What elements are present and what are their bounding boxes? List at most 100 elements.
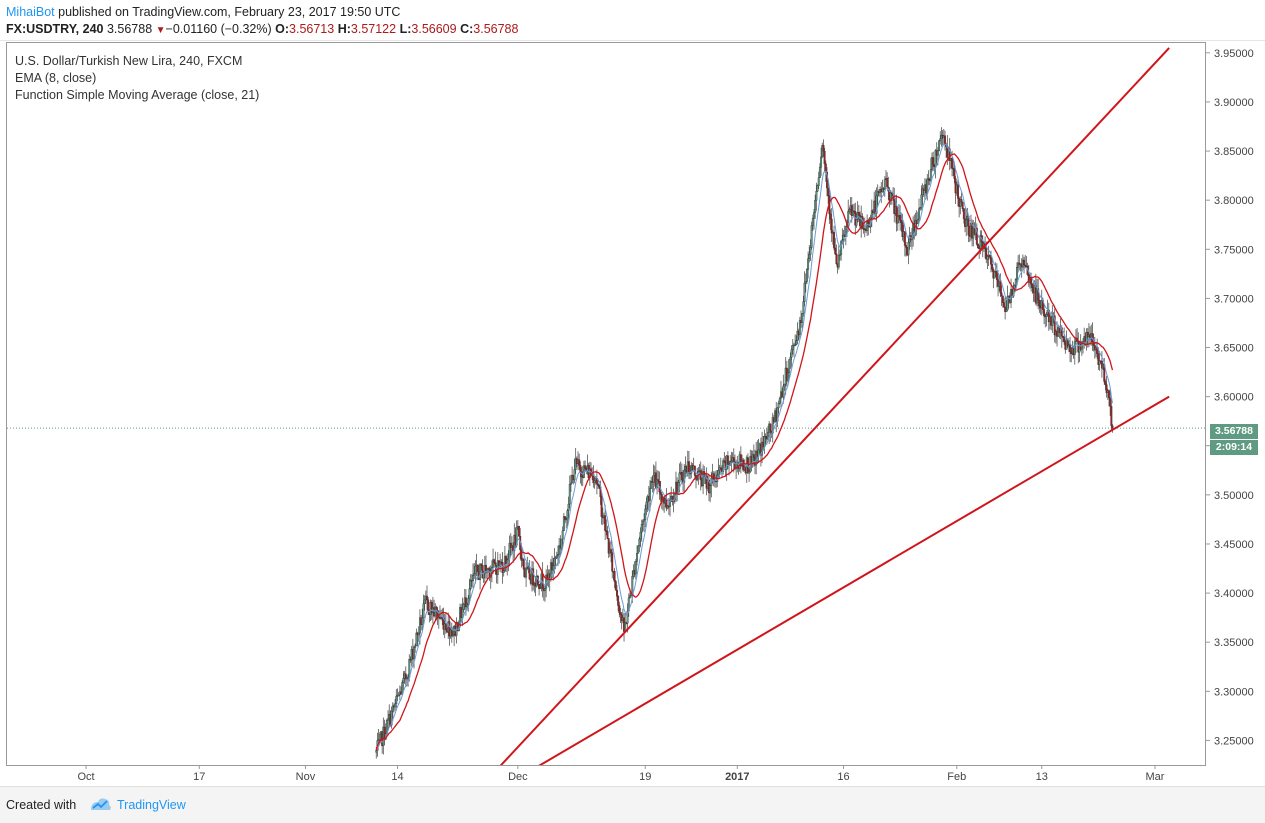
candle-up	[841, 239, 844, 242]
candle-up	[526, 567, 529, 570]
candle-up	[907, 241, 910, 256]
y-tick-label: 3.70000	[1214, 293, 1254, 305]
candle-up	[562, 516, 565, 531]
candle-down	[835, 253, 838, 264]
y-tick-label: 3.40000	[1214, 588, 1254, 600]
candle-up	[778, 397, 781, 404]
legend-sma[interactable]: Function Simple Moving Average (close, 2…	[15, 88, 260, 102]
legend-symbol[interactable]: U.S. Dollar/Turkish New Lira, 240, FXCM	[15, 54, 243, 68]
candle-up	[938, 140, 941, 151]
candle-up	[934, 150, 937, 168]
candle-up	[810, 225, 813, 248]
candle-down	[977, 244, 979, 248]
candle-up	[848, 209, 851, 212]
candle-down	[1111, 425, 1114, 429]
candle-down	[597, 483, 600, 486]
candle-down	[990, 256, 992, 265]
candle-up	[811, 218, 814, 226]
y-tick-label: 3.90000	[1214, 97, 1254, 109]
candle-up	[986, 256, 989, 260]
tradingview-logo-icon[interactable]	[88, 795, 112, 813]
candle-up	[771, 417, 774, 434]
current-price-badge: 3.56788	[1210, 424, 1258, 439]
symbol-label[interactable]: FX:USDTRY, 240	[6, 22, 104, 36]
x-tick-label: 16	[837, 771, 849, 783]
candle-down	[1063, 337, 1066, 342]
candle-up	[474, 565, 477, 574]
down-arrow-icon: ▼	[155, 25, 166, 36]
candle-down	[833, 232, 836, 249]
candle-up	[422, 603, 425, 619]
candle-down	[532, 568, 535, 586]
last-price: 3.56788	[106, 22, 153, 36]
candle-up	[795, 340, 798, 345]
chart-frame	[6, 42, 1206, 766]
author-link[interactable]: MihaiBot	[6, 5, 55, 19]
trendline-2[interactable]	[532, 395, 1170, 770]
candle-up	[839, 254, 841, 256]
candle-up	[993, 271, 996, 279]
candle-up	[678, 472, 681, 483]
candle-up	[717, 469, 720, 476]
tradingview-link[interactable]: TradingView	[117, 798, 186, 812]
candle-down	[480, 563, 483, 566]
candle-up	[626, 610, 629, 624]
candle-up	[939, 138, 942, 142]
ema-line	[375, 143, 1113, 751]
candle-down	[1110, 406, 1113, 426]
candle-up	[423, 599, 426, 604]
candle-up	[815, 191, 818, 201]
candle-up	[418, 617, 421, 634]
candle-down	[564, 516, 566, 520]
candle-down	[962, 208, 965, 220]
candle-down	[895, 206, 898, 224]
trendline-1[interactable]	[497, 47, 1170, 770]
price-chart[interactable]: 3.95000 3.90000 3.85000 3.80000 3.75000 3.700…	[0, 0, 1265, 786]
candle-down	[522, 559, 525, 570]
candle-up	[387, 718, 390, 721]
candle-down	[1069, 344, 1071, 352]
candle-down	[1003, 302, 1005, 308]
candle-up	[803, 282, 806, 302]
candle-up	[593, 480, 596, 484]
candle-down	[834, 247, 837, 255]
candle-up	[574, 458, 577, 470]
candle-up	[569, 482, 572, 485]
candle-down	[1001, 295, 1004, 303]
candle-up	[1073, 341, 1076, 355]
candle-up	[818, 166, 821, 178]
candle-down	[616, 589, 618, 597]
y-tick-label: 3.95000	[1214, 48, 1254, 60]
candle-down	[619, 612, 622, 616]
candle-up	[802, 301, 805, 314]
candle-up	[696, 478, 699, 481]
candle-down	[1062, 336, 1064, 338]
x-tick-label: Mar	[1146, 771, 1165, 783]
candle-up	[730, 460, 733, 463]
candle-up	[767, 432, 769, 440]
candle-down	[960, 199, 963, 203]
candle-up	[554, 557, 557, 559]
candle-down	[752, 454, 755, 458]
candle-up	[718, 467, 721, 471]
y-tick-label: 3.35000	[1214, 637, 1254, 649]
candle-down	[680, 472, 683, 481]
y-tick-label: 3.50000	[1214, 490, 1254, 502]
y-tick-label: 3.30000	[1214, 686, 1254, 698]
candle-down	[829, 213, 832, 220]
candle-up	[847, 211, 850, 223]
candle-up	[573, 469, 576, 481]
candle-up	[919, 207, 922, 209]
candle-up	[801, 313, 804, 323]
candle-up	[798, 320, 801, 336]
candle-up	[390, 710, 393, 726]
candle-up	[469, 579, 472, 590]
candle-up	[650, 481, 653, 489]
created-with-label: Created with	[6, 798, 77, 812]
legend-ema[interactable]: EMA (8, close)	[15, 71, 97, 85]
plot-area	[7, 47, 1206, 770]
candle-down	[826, 171, 828, 189]
candle-up	[883, 179, 886, 190]
candle-up	[417, 632, 420, 636]
candle-down	[1000, 292, 1003, 297]
